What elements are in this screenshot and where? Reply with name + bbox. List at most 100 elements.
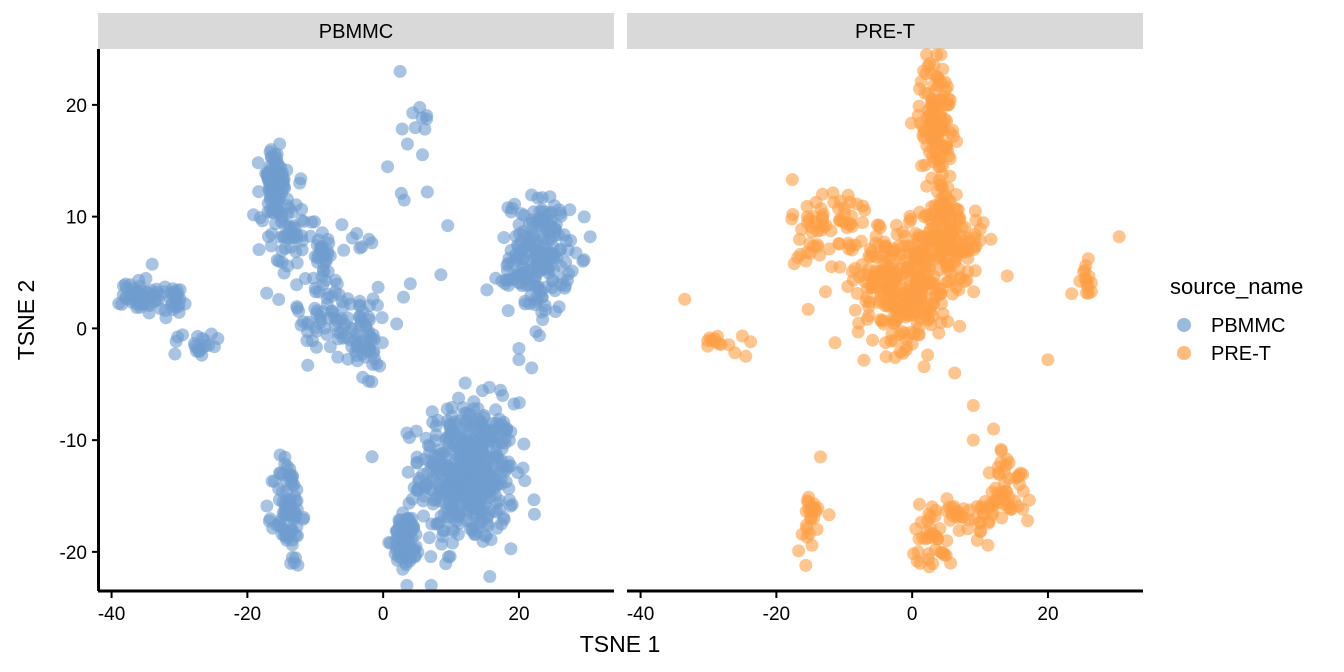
point-pre-t (822, 508, 836, 522)
point-pre-t (967, 285, 981, 299)
point-pre-t (916, 120, 930, 134)
point-pbmmc (434, 462, 448, 476)
point-pre-t (913, 302, 927, 316)
point-pre-t (950, 505, 964, 518)
point-pbmmc (301, 317, 315, 331)
point-pre-t (1016, 467, 1030, 481)
point-pbmmc (482, 506, 496, 520)
facet-strip-pbmmc-label: PBMMC (319, 21, 393, 43)
point-pbmmc (497, 231, 511, 244)
point-pbmmc (260, 286, 274, 300)
point-pre-t (808, 215, 821, 229)
point-pre-t (799, 558, 813, 572)
point-pbmmc (496, 459, 510, 473)
point-pre-t (852, 270, 866, 284)
point-pre-t (1004, 502, 1018, 516)
point-pbmmc (583, 230, 597, 244)
point-pre-t (792, 544, 806, 558)
point-pbmmc (272, 293, 286, 306)
facet-strip-pre-t-label: PRE-T (855, 21, 915, 43)
point-pbmmc (365, 450, 379, 464)
point-pbmmc (480, 283, 494, 297)
point-pbmmc (527, 493, 541, 507)
point-pre-t (937, 196, 951, 210)
panel-pbmmc-points (112, 64, 597, 592)
x-tick-label: -20 (763, 604, 790, 625)
point-pbmmc (479, 428, 493, 442)
point-pre-t (889, 314, 903, 328)
point-pbmmc (401, 465, 415, 479)
point-pre-t (1022, 493, 1036, 507)
point-pre-t (930, 185, 944, 199)
point-pre-t (973, 233, 987, 247)
point-pbmmc (328, 273, 342, 287)
point-pre-t (878, 240, 892, 254)
point-pre-t (861, 312, 874, 326)
point-pbmmc (169, 334, 183, 348)
point-pbmmc (563, 203, 577, 217)
point-pre-t (921, 348, 935, 362)
point-pbmmc (272, 493, 286, 507)
point-pbmmc (511, 466, 525, 480)
legend-key-pre-t (1177, 346, 1191, 360)
point-pre-t (926, 140, 940, 154)
point-pbmmc (397, 290, 410, 304)
point-pbmmc (462, 455, 476, 469)
point-pbmmc (449, 478, 463, 491)
point-pre-t (994, 442, 1008, 456)
point-pre-t (934, 316, 948, 330)
y-axis-title: TSNE 2 (13, 280, 39, 361)
point-pbmmc (362, 310, 376, 324)
point-pbmmc (424, 578, 438, 592)
facet-strip-pre-t: PRE-T (627, 13, 1143, 49)
point-pbmmc (496, 389, 510, 402)
point-pre-t (863, 295, 877, 309)
point-pbmmc (545, 273, 559, 287)
point-pre-t (940, 143, 954, 157)
point-pre-t (795, 527, 809, 541)
point-pbmmc (294, 172, 308, 186)
x-axis-ticks-pbmmc: -40 -20 0 20 (98, 591, 530, 625)
point-pbmmc (356, 335, 370, 348)
point-pbmmc (565, 264, 579, 278)
point-pre-t (739, 349, 753, 363)
point-pbmmc (266, 521, 280, 535)
point-pre-t (712, 337, 726, 351)
point-pre-t (804, 505, 818, 519)
x-tick-label: 20 (1037, 604, 1058, 625)
point-pre-t (1065, 287, 1079, 301)
legend-title: source_name (1170, 274, 1303, 299)
point-pbmmc (353, 299, 367, 313)
point-pbmmc (517, 437, 531, 451)
point-pbmmc (410, 456, 424, 469)
point-pre-t (912, 497, 926, 511)
point-pbmmc (397, 534, 411, 548)
point-pbmmc (247, 208, 260, 222)
point-pbmmc (451, 426, 465, 440)
point-pre-t (744, 335, 758, 349)
point-pbmmc (458, 376, 472, 390)
point-pbmmc (512, 396, 526, 410)
point-pbmmc (172, 300, 185, 314)
point-pre-t (841, 188, 855, 202)
x-axis-pre-t: -40 -20 0 20 (627, 589, 1143, 625)
point-pbmmc (308, 281, 322, 295)
point-pbmmc (453, 414, 467, 428)
point-pbmmc (285, 205, 299, 219)
point-pre-t (930, 48, 944, 62)
point-pre-t (822, 242, 836, 256)
point-pre-t (832, 237, 846, 251)
point-pbmmc (337, 243, 351, 257)
point-pre-t (933, 522, 947, 536)
y-tick-label: 20 (66, 96, 87, 117)
point-pre-t (850, 287, 864, 300)
point-pre-t (819, 285, 832, 299)
point-pbmmc (535, 191, 549, 205)
point-pre-t (923, 510, 937, 524)
point-pbmmc (558, 279, 572, 293)
point-pbmmc (452, 391, 466, 405)
point-pre-t (861, 263, 875, 276)
point-pbmmc (474, 440, 488, 453)
point-pre-t (925, 500, 939, 514)
